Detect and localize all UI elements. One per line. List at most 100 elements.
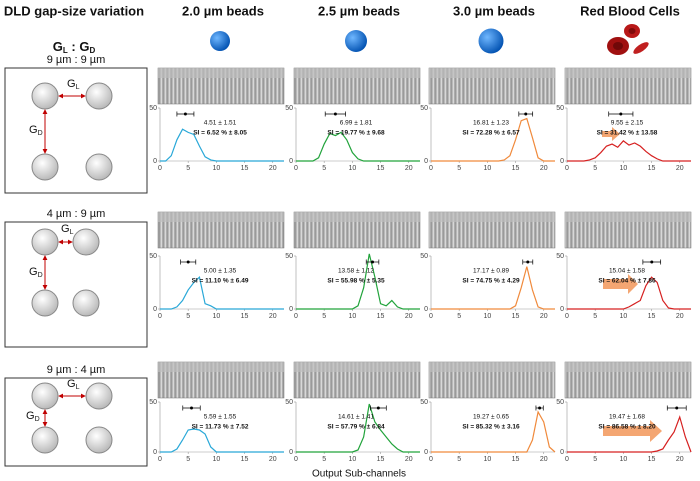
y-tick-label: 0 — [560, 449, 564, 456]
x-tick-label: 0 — [565, 313, 569, 320]
x-tick-label: 5 — [593, 313, 597, 320]
x-tick-label: 20 — [676, 456, 684, 463]
si-annotation: SI = 6.52 % ± 8.05 — [193, 130, 247, 137]
si-annotation: SI = 11.10 % ± 6.49 — [192, 278, 249, 285]
ratio-sub: L — [63, 46, 68, 55]
y-tick-label: 0 — [424, 158, 428, 165]
y-tick-label: 0 — [289, 449, 293, 456]
x-tick-label: 0 — [158, 313, 162, 320]
mean-point — [333, 112, 337, 116]
si-annotation: SI = 62.04 % ± 7.86 — [598, 278, 656, 285]
distribution-line — [296, 403, 420, 453]
pillar — [72, 228, 100, 256]
y-tick-label: 50 — [556, 105, 564, 112]
y-tick-label: 50 — [556, 253, 564, 260]
micrograph-band — [158, 362, 284, 372]
micrograph-band — [158, 212, 284, 222]
gap-label: GL — [67, 78, 80, 91]
x-tick-label: 10 — [619, 165, 627, 172]
gap-g: G — [29, 124, 38, 136]
x-tick-label: 0 — [158, 456, 162, 463]
gap-label: GD — [29, 266, 43, 279]
annotation: 15.04 ± 1.58 — [609, 268, 645, 275]
gap-sub: L — [76, 84, 80, 91]
annotation: 13.58 ± 1.12 — [338, 268, 374, 275]
mean-point — [186, 260, 190, 264]
annotation: 16.81 ± 1.23 — [473, 120, 509, 127]
x-tick-label: 10 — [348, 165, 356, 172]
x-tick-label: 20 — [676, 165, 684, 172]
x-tick-label: 15 — [512, 313, 520, 320]
x-tick-label: 20 — [269, 456, 277, 463]
x-tick-label: 10 — [483, 313, 491, 320]
pillar — [31, 228, 59, 256]
x-tick-label: 5 — [186, 456, 190, 463]
x-tick-label: 15 — [377, 456, 385, 463]
x-tick-label: 5 — [322, 456, 326, 463]
distribution-line — [160, 276, 284, 310]
micrograph-band — [294, 68, 420, 78]
mean-point — [526, 260, 530, 264]
si-annotation: SI = 74.75 % ± 4.29 — [462, 278, 520, 285]
rbc-icon — [607, 24, 649, 55]
column-header: 2.5 µm beads — [318, 3, 400, 18]
annotation: 17.17 ± 0.89 — [473, 268, 509, 275]
x-tick-label: 10 — [483, 165, 491, 172]
micrograph-band — [158, 68, 284, 78]
gap-g: G — [26, 410, 35, 422]
x-tick-label: 15 — [377, 313, 385, 320]
micrograph-band — [429, 68, 555, 78]
x-tick-label: 5 — [322, 165, 326, 172]
annotation: 9.55 ± 2.15 — [611, 120, 644, 127]
mean-point — [675, 406, 679, 410]
mean-point — [371, 260, 375, 264]
x-tick-label: 5 — [457, 165, 461, 172]
gap-label: GD — [29, 124, 43, 137]
x-tick-label: 0 — [294, 456, 298, 463]
mean-point — [183, 112, 187, 116]
x-tick-label: 20 — [269, 165, 277, 172]
gap-g: G — [67, 78, 76, 90]
x-tick-label: 15 — [377, 165, 385, 172]
x-tick-label: 15 — [648, 456, 656, 463]
column-header: Red Blood Cells — [580, 3, 680, 18]
x-tick-label: 0 — [158, 165, 162, 172]
x-tick-label: 20 — [540, 456, 548, 463]
x-tick-label: 20 — [269, 313, 277, 320]
gap-sub: D — [38, 130, 43, 137]
x-tick-label: 15 — [512, 456, 520, 463]
pillar — [31, 289, 59, 317]
x-tick-label: 10 — [212, 165, 220, 172]
x-tick-label: 10 — [348, 456, 356, 463]
x-tick-label: 10 — [619, 456, 627, 463]
distribution-line — [567, 415, 692, 453]
y-tick-label: 0 — [153, 449, 157, 456]
pillar — [85, 82, 113, 110]
y-tick-label: 50 — [149, 399, 157, 406]
mean-point — [538, 406, 542, 410]
bead-icon — [345, 30, 367, 52]
x-tick-label: 15 — [241, 165, 249, 172]
annotation: 5.59 ± 1.55 — [204, 414, 237, 421]
gap-label: GD — [26, 410, 40, 423]
distribution-line — [160, 428, 284, 453]
y-tick-label: 50 — [420, 105, 428, 112]
pillar — [31, 426, 59, 454]
ratio-g: G — [53, 39, 63, 54]
gap-sub: D — [35, 416, 40, 423]
x-tick-label: 20 — [676, 313, 684, 320]
y-tick-label: 50 — [149, 105, 157, 112]
pillar — [72, 289, 100, 317]
x-tick-label: 15 — [241, 313, 249, 320]
shift-arrow — [602, 127, 620, 141]
ratio-g: G — [79, 39, 89, 54]
y-tick-label: 0 — [289, 306, 293, 313]
diagram-box — [4, 377, 148, 467]
y-tick-label: 50 — [149, 253, 157, 260]
gap-g: G — [29, 266, 38, 278]
y-tick-label: 50 — [285, 253, 293, 260]
annotation: 6.99 ± 1.81 — [340, 120, 373, 127]
x-tick-label: 10 — [483, 456, 491, 463]
x-tick-label: 10 — [212, 456, 220, 463]
